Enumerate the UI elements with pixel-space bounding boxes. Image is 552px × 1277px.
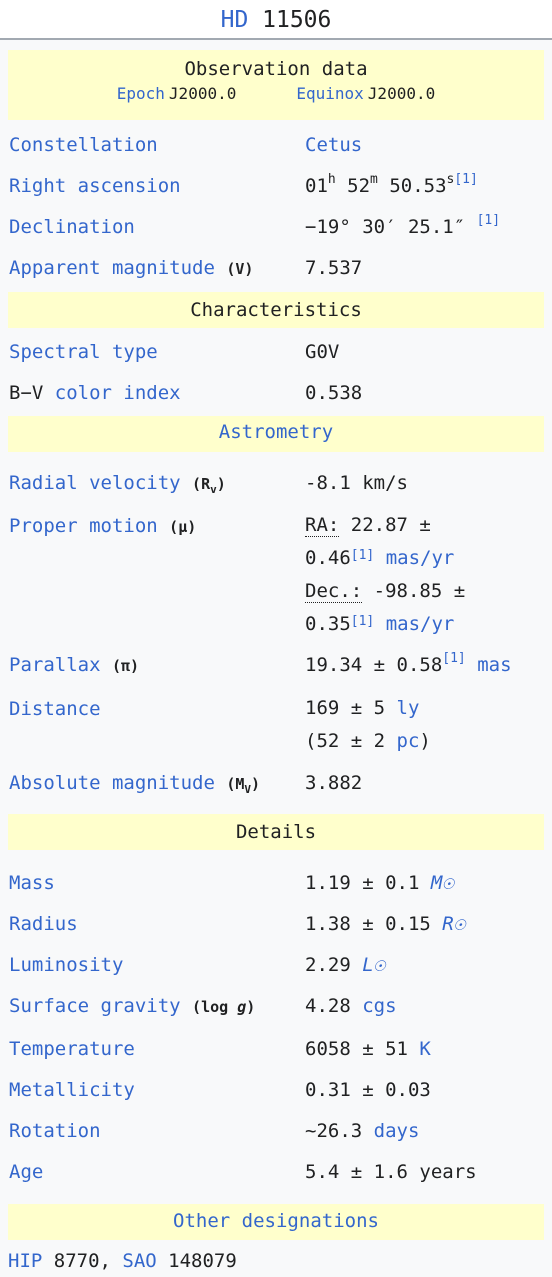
section-heading[interactable]: Astrometry (218, 421, 334, 443)
radial-velocity-link[interactable]: Radial velocity (9, 472, 181, 494)
ref-link[interactable]: [1] (476, 213, 501, 228)
ra-abbr: RA: (305, 514, 340, 537)
apparent-magnitude-link[interactable]: Apparent magnitude (9, 257, 215, 279)
age-value: 5.4 ± 1.6 years (305, 1161, 477, 1183)
infobox-title: HD 11506 (0, 0, 552, 40)
luminosity-value: 2.29 L☉ (305, 954, 386, 976)
proper-motion-label: Proper motion (μ) (9, 515, 197, 537)
apparent-magnitude-label: Apparent magnitude (V) (9, 257, 254, 279)
right-ascension-label[interactable]: Right ascension (9, 175, 181, 197)
mass-label[interactable]: Mass (9, 872, 55, 894)
section-observation-data: Observation data Epoch J2000.0 Equinox J200… (8, 50, 544, 120)
dec-abbr: Dec.: (305, 580, 363, 603)
days-link[interactable]: days (373, 1120, 420, 1142)
ref-link[interactable]: [1] (350, 548, 375, 563)
radius-label[interactable]: Radius (9, 913, 78, 935)
parallax-label: Parallax (π) (9, 654, 140, 676)
metallicity-label[interactable]: Metallicity (9, 1079, 135, 1101)
age-label[interactable]: Age (9, 1161, 44, 1183)
section-heading[interactable]: Other designations (173, 1210, 379, 1232)
constellation-label[interactable]: Constellation (9, 134, 158, 156)
cgs-link[interactable]: cgs (362, 995, 397, 1017)
mas-yr-link[interactable]: mas/yr (374, 613, 455, 635)
bv-color-index-label: B−V color index (9, 382, 181, 404)
ref-link[interactable]: [1] (350, 614, 375, 629)
mas-link[interactable]: mas (465, 654, 512, 676)
rotation-value: ~26.3 days (305, 1120, 420, 1142)
mas-yr-link[interactable]: mas/yr (374, 547, 455, 569)
ly-link[interactable]: ly (396, 697, 420, 719)
absolute-magnitude-label: Absolute magnitude (MV) (9, 772, 261, 796)
equinox-link[interactable]: Equinox (296, 84, 364, 103)
section-characteristics: Characteristics (8, 292, 544, 328)
catalog-number: 11506 (248, 7, 332, 33)
rotation-label[interactable]: Rotation (9, 1120, 101, 1142)
radius-value: 1.38 ± 0.15 R☉ (305, 913, 466, 935)
surface-gravity-value: 4.28 cgs (305, 995, 397, 1017)
section-heading: Details (235, 821, 317, 843)
section-other-designations: Other designations (8, 1204, 544, 1240)
proper-motion-value: RA: 22.87 ± 0.46[1] mas/yr Dec.: -98.85 … (305, 514, 466, 635)
declination-label[interactable]: Declination (9, 216, 135, 238)
radial-velocity-value: -8.1 km/s (305, 472, 408, 494)
epoch-equinox: Epoch J2000.0 Equinox J2000.0 (8, 84, 544, 103)
ref-link[interactable]: [1] (442, 651, 466, 666)
catalog-link[interactable]: HD (220, 7, 249, 33)
right-ascension-value: 01h 52m 50.53s[1] (305, 172, 478, 197)
section-heading: Observation data (184, 58, 368, 80)
parallax-value: 19.34 ± 0.58[1] mas (305, 651, 512, 676)
solar-mass-link[interactable]: M☉ (430, 872, 454, 894)
radial-velocity-label: Radial velocity (Rv) (9, 472, 226, 496)
metallicity-value: 0.31 ± 0.03 (305, 1079, 431, 1101)
solar-luminosity-link[interactable]: L☉ (362, 954, 386, 976)
temperature-label[interactable]: Temperature (9, 1038, 135, 1060)
declination-value: −19° 30′ 25.1″ [1] (305, 213, 501, 238)
kelvin-link[interactable]: K (419, 1038, 431, 1060)
spectral-type-label[interactable]: Spectral type (9, 341, 158, 363)
pc-link[interactable]: pc (396, 730, 420, 752)
surface-gravity-link[interactable]: Surface gravity (9, 995, 181, 1017)
mass-value: 1.19 ± 0.1 M☉ (305, 872, 454, 894)
distance-label[interactable]: Distance (9, 698, 101, 720)
bv-color-index-value: 0.538 (305, 382, 363, 404)
hip-link[interactable]: HIP (8, 1250, 43, 1272)
parallax-link[interactable]: Parallax (9, 654, 101, 676)
temperature-value: 6058 ± 51 K (305, 1038, 431, 1060)
designations-value: HIP 8770, SAO 148079 (8, 1250, 237, 1272)
constellation-value[interactable]: Cetus (305, 134, 363, 156)
spectral-type-value: G0V (305, 341, 340, 363)
epoch-link[interactable]: Epoch (116, 84, 165, 103)
epoch-value: J2000.0 (168, 84, 237, 103)
ref-link[interactable]: [1] (454, 172, 478, 187)
proper-motion-link[interactable]: Proper motion (9, 515, 158, 537)
luminosity-label[interactable]: Luminosity (9, 954, 124, 976)
apparent-magnitude-value: 7.537 (305, 257, 363, 279)
solar-radius-link[interactable]: R☉ (442, 913, 466, 935)
equinox-value: J2000.0 (367, 84, 436, 103)
sao-link[interactable]: SAO (122, 1250, 157, 1272)
absolute-magnitude-value: 3.882 (305, 772, 363, 794)
color-index-link[interactable]: color index (43, 382, 181, 404)
distance-value: 169 ± 5 ly (52 ± 2 pc) (305, 697, 431, 752)
section-astrometry: Astrometry (8, 416, 544, 452)
surface-gravity-label: Surface gravity (log g) (9, 995, 256, 1017)
absolute-magnitude-link[interactable]: Absolute magnitude (9, 772, 215, 794)
section-details: Details (8, 814, 544, 850)
section-heading: Characteristics (190, 299, 362, 321)
